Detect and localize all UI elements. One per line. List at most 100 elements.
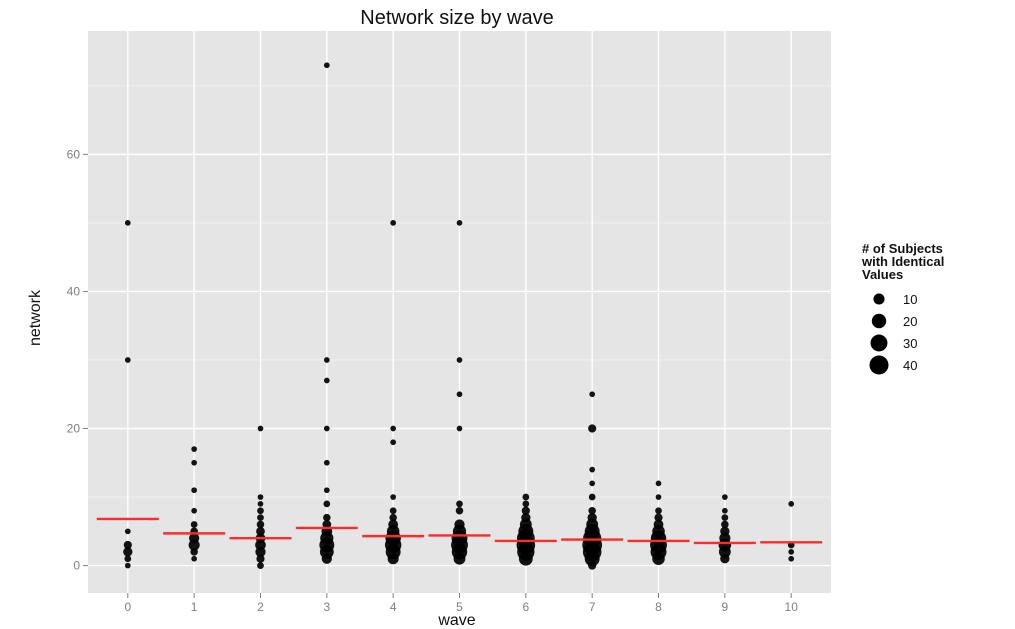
data-point — [588, 506, 596, 515]
data-point — [191, 487, 197, 494]
data-point — [521, 506, 530, 515]
data-point — [191, 555, 197, 562]
data-point — [390, 494, 397, 500]
y-tick-label: 60 — [67, 147, 81, 161]
data-point — [522, 493, 530, 501]
data-point — [389, 507, 397, 515]
x-tick-label: 1 — [191, 600, 198, 614]
data-point — [124, 562, 131, 569]
data-point — [190, 521, 198, 528]
x-tick-label: 6 — [522, 600, 529, 614]
data-point — [456, 391, 463, 398]
data-point — [519, 518, 532, 531]
y-tick-label: 40 — [67, 284, 81, 298]
data-point — [588, 424, 597, 433]
data-point — [256, 526, 265, 536]
data-point — [323, 377, 330, 384]
data-point — [124, 528, 131, 535]
y-axis-ticks: 0 20 40 60 — [67, 147, 88, 573]
legend-key — [873, 293, 885, 305]
x-tick-label: 3 — [323, 600, 330, 614]
x-axis-title: wave — [437, 612, 475, 629]
legend-label: 20 — [903, 314, 917, 329]
data-point — [456, 500, 463, 508]
data-point — [256, 520, 265, 529]
data-point — [455, 506, 464, 515]
data-point — [587, 512, 597, 523]
legend-label: 10 — [903, 292, 917, 307]
data-point — [456, 220, 463, 226]
data-point — [257, 425, 264, 432]
data-point — [257, 501, 264, 507]
legend-key — [869, 355, 889, 375]
x-tick-label: 0 — [124, 600, 131, 614]
data-point — [788, 549, 795, 555]
data-point — [323, 500, 331, 508]
data-point — [721, 514, 729, 521]
data-point — [322, 520, 332, 529]
x-tick-label: 4 — [390, 600, 397, 614]
data-point — [257, 494, 264, 500]
legend-key — [870, 334, 888, 352]
legend-title-line: # of Subjects — [862, 241, 943, 256]
data-point — [719, 532, 731, 544]
data-point — [256, 554, 265, 563]
data-point — [257, 507, 264, 515]
data-point — [655, 480, 662, 487]
data-point — [323, 62, 330, 69]
legend-label: 30 — [903, 336, 917, 351]
data-point — [589, 391, 596, 398]
data-point — [390, 425, 397, 432]
data-point — [390, 220, 397, 226]
data-point — [456, 425, 463, 432]
data-point — [323, 487, 330, 494]
x-tick-label: 9 — [722, 600, 729, 614]
data-point — [722, 494, 728, 500]
data-point — [191, 446, 197, 452]
data-point — [323, 425, 330, 432]
data-point — [124, 357, 131, 363]
data-point — [456, 357, 463, 363]
data-point — [788, 501, 795, 507]
data-point — [653, 519, 664, 530]
data-point — [721, 520, 729, 529]
data-point — [454, 519, 465, 530]
data-point — [388, 519, 399, 530]
y-axis-title: network — [27, 289, 44, 346]
data-point — [323, 459, 330, 466]
data-point — [189, 533, 200, 544]
y-tick-label: 20 — [67, 422, 81, 436]
data-point — [655, 494, 662, 500]
x-tick-label: 5 — [456, 600, 463, 614]
x-tick-label: 7 — [589, 600, 596, 614]
chart-title: Network size by wave — [360, 7, 553, 29]
data-point — [323, 513, 331, 522]
x-tick-label: 8 — [655, 600, 662, 614]
data-point — [654, 513, 663, 522]
data-point — [323, 357, 330, 363]
data-point — [257, 562, 264, 569]
legend-label: 40 — [903, 358, 917, 373]
legend-key — [871, 313, 887, 329]
legend-title-line: with Identical — [861, 254, 944, 269]
data-point — [521, 512, 531, 523]
data-point — [655, 507, 662, 515]
mean-lines — [96, 517, 823, 545]
data-point — [588, 493, 596, 501]
data-point — [522, 500, 530, 508]
data-point — [589, 466, 596, 473]
data-point — [257, 514, 264, 521]
x-tick-label: 10 — [785, 600, 799, 614]
data-point — [123, 540, 132, 550]
data-point — [191, 459, 197, 466]
data-point — [390, 439, 397, 446]
x-tick-label: 2 — [257, 600, 264, 614]
data-point — [589, 480, 596, 487]
legend-title-line: Values — [862, 267, 903, 282]
data-point — [720, 526, 730, 536]
data-point — [191, 507, 197, 514]
data-point — [788, 555, 795, 562]
data-point — [123, 547, 133, 557]
